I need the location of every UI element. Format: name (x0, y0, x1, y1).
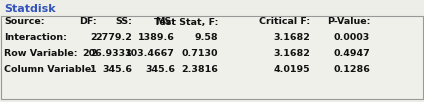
Text: 0.7130: 0.7130 (181, 49, 218, 59)
Text: Source:: Source: (4, 18, 45, 27)
Text: 0.4947: 0.4947 (333, 49, 370, 59)
Text: 2: 2 (90, 49, 97, 59)
Text: DF:: DF: (79, 18, 97, 27)
Text: 1: 1 (90, 65, 97, 74)
Text: 2779.2: 2779.2 (95, 33, 132, 43)
Bar (1, 16, 423, 99)
Text: 345.6: 345.6 (145, 65, 175, 74)
Text: 0.0003: 0.0003 (334, 33, 370, 43)
Text: 206.9333: 206.9333 (82, 49, 132, 59)
Text: Row Variable:: Row Variable: (4, 49, 78, 59)
Text: MS:: MS: (155, 18, 175, 27)
Text: Interaction:: Interaction: (4, 33, 67, 43)
Text: Critical F:: Critical F: (259, 18, 310, 27)
Text: SS:: SS: (115, 18, 132, 27)
Text: Test Stat, F:: Test Stat, F: (153, 18, 218, 27)
Text: 103.4667: 103.4667 (125, 49, 175, 59)
Text: 1389.6: 1389.6 (138, 33, 175, 43)
Text: 3.1682: 3.1682 (273, 33, 310, 43)
Text: 3.1682: 3.1682 (273, 49, 310, 59)
Text: 9.58: 9.58 (194, 33, 218, 43)
Text: 0.1286: 0.1286 (333, 65, 370, 74)
Text: 2: 2 (90, 33, 97, 43)
Text: Column Variable:: Column Variable: (4, 65, 95, 74)
Text: 345.6: 345.6 (102, 65, 132, 74)
Text: Statdisk: Statdisk (4, 4, 56, 14)
Text: P-Value:: P-Value: (326, 18, 370, 27)
Text: 2.3816: 2.3816 (181, 65, 218, 74)
Text: 4.0195: 4.0195 (273, 65, 310, 74)
